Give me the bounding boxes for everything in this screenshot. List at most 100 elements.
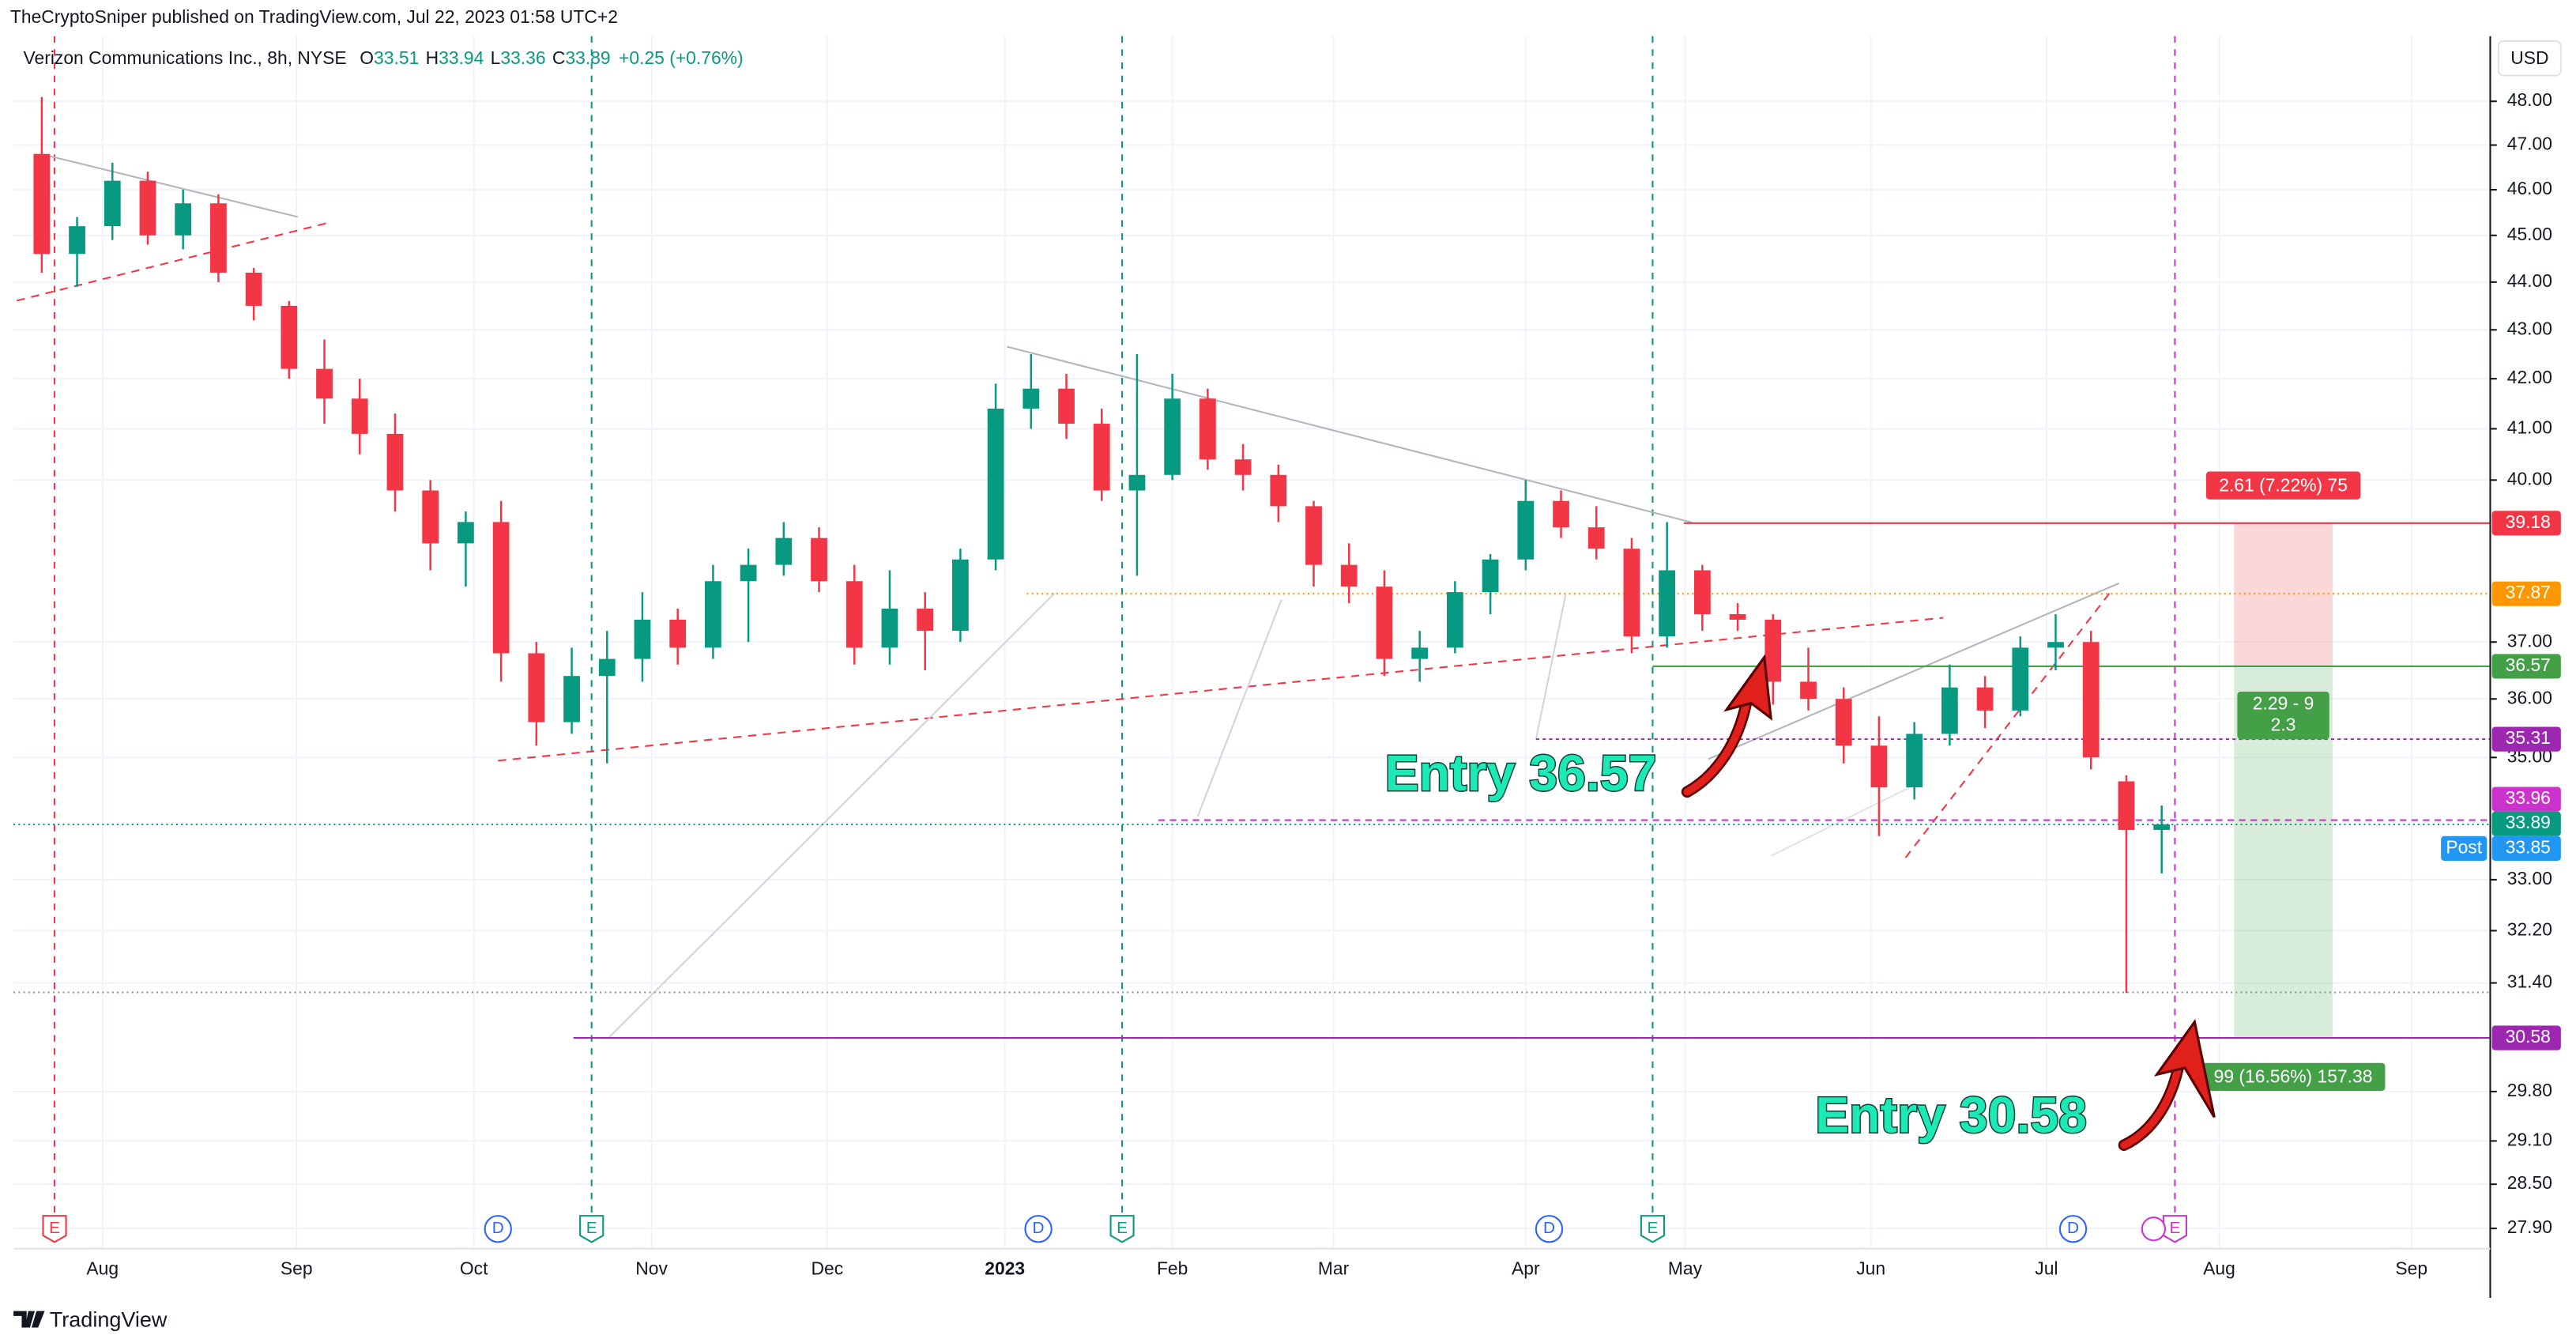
- currency[interactable]: USD: [2510, 47, 2548, 68]
- ohlc-key: H: [426, 47, 439, 68]
- x-tick-label: Sep: [281, 1258, 313, 1279]
- candle-body: [1729, 613, 1746, 620]
- ohlc-key: L: [491, 47, 501, 68]
- price-label: 33.85: [2506, 836, 2551, 857]
- y-tick-label: 37.00: [2507, 630, 2552, 651]
- candle-body: [598, 658, 616, 677]
- currency-box[interactable]: [2497, 40, 2562, 77]
- x-tick-label: Jun: [1856, 1258, 1885, 1279]
- event-label: E: [1117, 1219, 1128, 1237]
- symbol: Verizon Communications Inc., 8h, NYSE: [24, 47, 347, 68]
- event-label: E: [586, 1219, 597, 1237]
- x-tick-label: Sep: [2395, 1258, 2427, 1279]
- trend-line: [607, 592, 1056, 1039]
- event-label: E: [2169, 1219, 2180, 1237]
- arrow-head: [2153, 1019, 2216, 1118]
- event-marker: [2058, 1215, 2088, 1243]
- event-label: D: [2067, 1219, 2079, 1237]
- event-label: D: [1033, 1219, 1045, 1237]
- candle-body: [1164, 398, 1181, 475]
- candle-body: [1835, 699, 1852, 746]
- candle-body: [1340, 564, 1358, 587]
- publisher: TheCryptoSniper published on TradingView…: [10, 6, 618, 27]
- event-marker: [1109, 1215, 1135, 1243]
- trend-line: [1196, 599, 1282, 817]
- candle-body: [1976, 687, 1994, 711]
- price-label: 36.57: [2506, 654, 2551, 675]
- candle-body: [1482, 559, 1499, 593]
- candle-body: [1199, 398, 1216, 460]
- event-label: D: [1543, 1219, 1555, 1237]
- ratio-label: 2.3: [2271, 715, 2296, 735]
- brand: TradingView: [50, 1307, 168, 1331]
- arrow-head: [1723, 654, 1773, 721]
- event-label: D: [492, 1219, 504, 1237]
- price-label-box: [2491, 726, 2561, 752]
- y-tick-label: 29.80: [2507, 1080, 2552, 1100]
- candle-body: [1234, 459, 1252, 475]
- candle-body: [1058, 388, 1075, 424]
- candle-body: [1128, 474, 1146, 491]
- arrow: [2120, 1064, 2182, 1149]
- price-label: 33.96: [2506, 787, 2551, 808]
- event-marker: [1024, 1215, 1053, 1243]
- price-label-box: [2491, 811, 2561, 836]
- ratio-box: [2237, 692, 2329, 740]
- y-tick-label: 42.00: [2507, 367, 2552, 387]
- annotations: 2.61 (7.22%) 75 2.29 - 9 2.3 99 (16.56%)…: [1384, 471, 2386, 1152]
- y-tick-label: 45.00: [2507, 224, 2552, 244]
- candle-body: [1446, 592, 1463, 648]
- trend-line: [1535, 594, 1567, 740]
- candle-body: [1376, 587, 1393, 659]
- candle-body: [775, 537, 793, 565]
- candle-body: [917, 608, 934, 632]
- candle-body: [1870, 745, 1888, 788]
- event-marker: [1640, 1215, 1666, 1243]
- entry-label: Entry 36.57: [1385, 745, 1657, 802]
- post-tag-box: [2441, 835, 2487, 861]
- y-tick-label: 31.40: [2507, 971, 2552, 992]
- target-box: [2205, 471, 2361, 500]
- split-icon: [2141, 1216, 2166, 1242]
- x-tick-label: Dec: [811, 1258, 843, 1279]
- candle-body: [1270, 474, 1287, 507]
- x-tick-label: Mar: [1318, 1258, 1350, 1279]
- trend-line: [1708, 582, 2120, 760]
- ohlc-value: 33.51: [374, 47, 419, 68]
- trend-line: [16, 221, 333, 302]
- candles: [33, 96, 2171, 994]
- y-tick-label: 48.00: [2507, 89, 2552, 110]
- y-tick-label: 33.00: [2507, 868, 2552, 888]
- trend-line: [49, 155, 298, 218]
- ohlc-value: 33.94: [439, 47, 484, 68]
- price-label: 39.18: [2506, 511, 2551, 532]
- price-label: 30.58: [2506, 1026, 2551, 1047]
- x-tick-label: Oct: [460, 1258, 488, 1279]
- candle-body: [1093, 424, 1110, 491]
- y-tick-label: 43.00: [2507, 318, 2552, 338]
- entry-label: Entry 30.58: [1815, 1086, 2087, 1143]
- candle-body: [1411, 647, 1429, 659]
- ohlc-key: O: [360, 47, 374, 68]
- candle-body: [951, 559, 969, 632]
- event-marker: [579, 1215, 604, 1243]
- y-tick-label: 46.00: [2507, 178, 2552, 198]
- y-tick-label: 28.50: [2507, 1172, 2552, 1193]
- candle-body: [2082, 642, 2100, 758]
- candle-body: [245, 272, 262, 306]
- trend-line: [1007, 345, 1693, 523]
- price-label: 33.89: [2506, 812, 2551, 832]
- stop-box: [2201, 1062, 2386, 1092]
- x-tick-label: Apr: [1512, 1258, 1540, 1279]
- y-tick-label: 36.00: [2507, 687, 2552, 707]
- trend-line: [498, 617, 1944, 762]
- x-tick-label: Jul: [2035, 1258, 2058, 1279]
- price-label-box: [2491, 1025, 2561, 1050]
- target-label: 2.61 (7.22%) 75: [2219, 474, 2348, 495]
- price-label: 35.31: [2506, 727, 2551, 748]
- logo: [13, 1311, 45, 1328]
- x-tick-label: May: [1668, 1258, 1703, 1279]
- y-tick-label: 27.90: [2507, 1216, 2552, 1237]
